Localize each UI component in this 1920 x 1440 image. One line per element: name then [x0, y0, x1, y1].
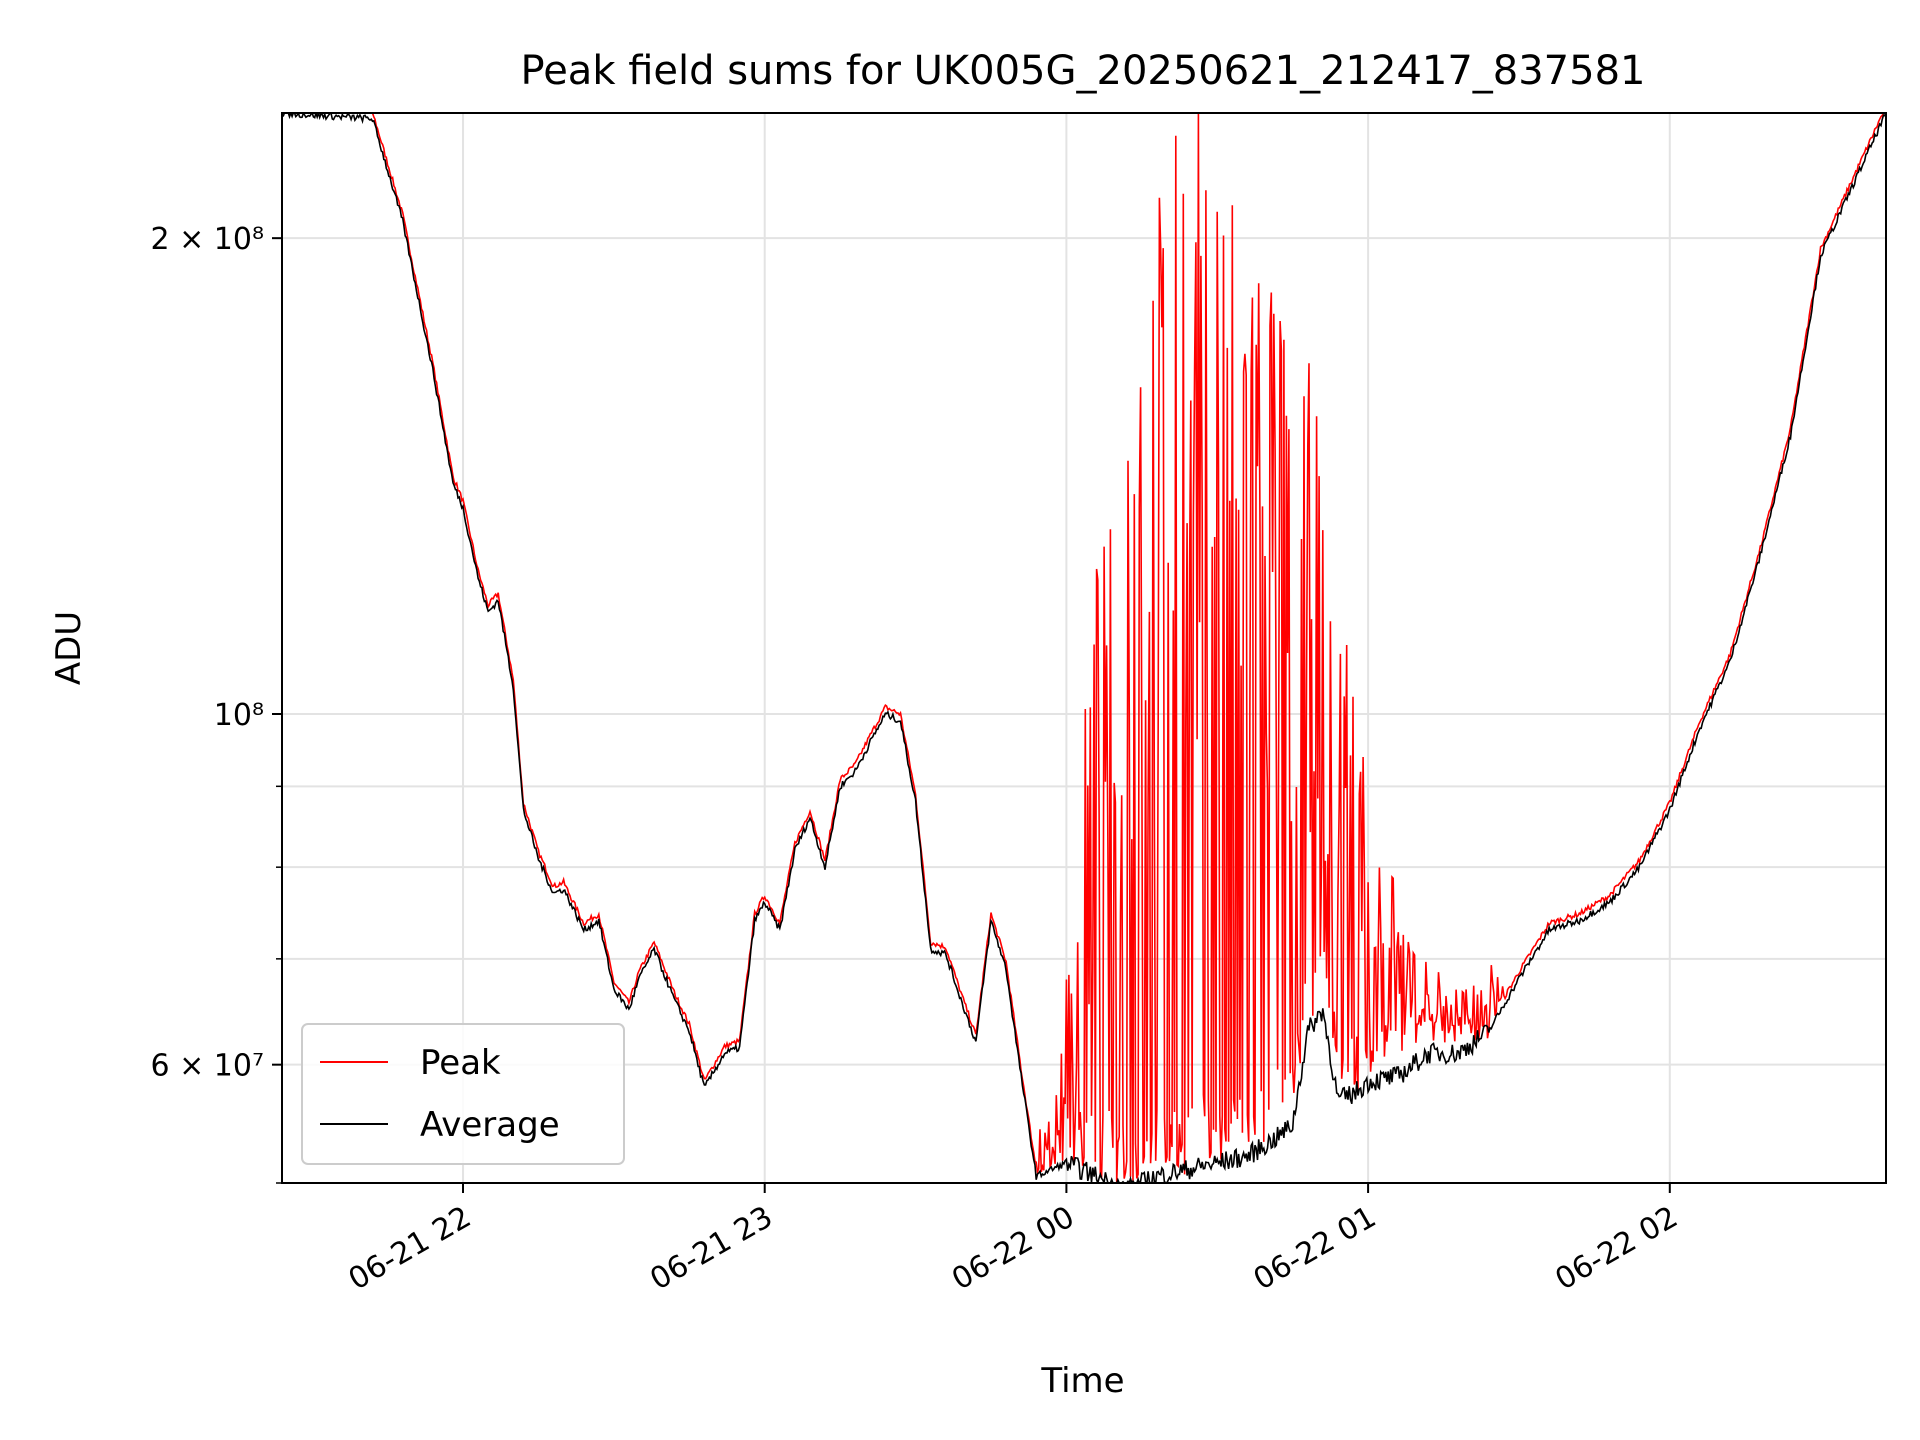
chart-title: Peak field sums for UK005G_20250621_2124… — [521, 48, 1646, 94]
y-tick-label: 10⁸ — [214, 698, 264, 733]
legend-box — [301, 1023, 625, 1165]
legend-label-average: Average — [420, 1105, 560, 1145]
series-line-average — [282, 113, 1886, 1183]
y-axis-label: ADU — [49, 611, 89, 685]
plot-frame — [281, 112, 1887, 1184]
y-tick-label: 6 × 10⁷ — [151, 1049, 265, 1084]
y-axis-ticks: 6 × 10⁷ 10⁸ 2 × 10⁸ — [151, 222, 282, 1184]
x-axis-label: Time — [1040, 1361, 1124, 1401]
series-layer — [282, 113, 1886, 1183]
y-tick-label: 2 × 10⁸ — [151, 222, 265, 257]
legend: Peak Average — [301, 1023, 625, 1165]
legend-label-peak: Peak — [420, 1043, 501, 1083]
series-line-peak — [282, 113, 1886, 1183]
